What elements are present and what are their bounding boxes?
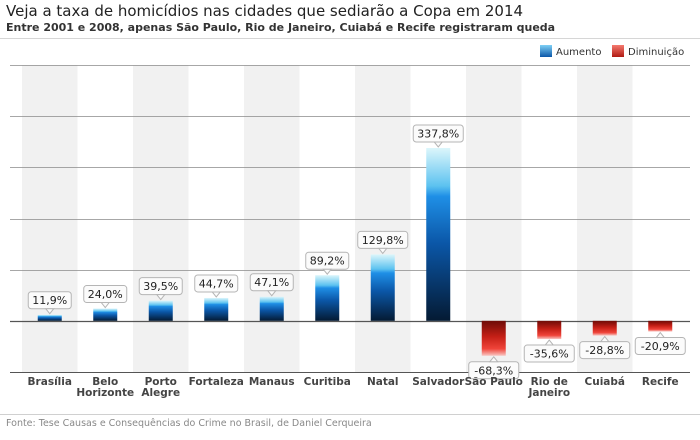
chart-subtitle: Entre 2001 e 2008, apenas São Paulo, Rio… <box>6 21 556 34</box>
value-label-text: 24,0% <box>88 288 123 301</box>
category-label: São Paulo <box>465 376 523 388</box>
bar-recife <box>648 320 673 332</box>
category-label: Fortaleza <box>189 376 244 388</box>
bar-rio-de-janeiro <box>537 320 562 340</box>
legend-label: Diminuição <box>628 47 684 58</box>
value-label-text: -68,3% <box>474 364 513 377</box>
column-band <box>22 65 78 372</box>
bar-porto-alegre <box>148 300 173 321</box>
value-label: 24,0% <box>83 285 128 309</box>
category-label: Rio de <box>531 376 568 388</box>
value-label-pointer <box>211 291 222 298</box>
value-label-text: 47,1% <box>254 276 289 289</box>
value-label-text: -20,9% <box>641 340 680 353</box>
value-label: -20,9% <box>634 331 686 356</box>
value-label-text: 129,8% <box>362 234 404 247</box>
bar-são-paulo <box>481 320 506 356</box>
value-label: 47,1% <box>249 273 294 297</box>
value-label-pointer <box>322 268 333 275</box>
value-label: -35,6% <box>523 339 575 363</box>
value-label-pointer <box>377 247 388 255</box>
value-label: -68,3% <box>468 355 520 380</box>
value-label-pointer <box>266 290 277 297</box>
footer-divider <box>0 414 700 415</box>
value-label-pointer <box>155 294 166 301</box>
bar-chart: 11,9% 24,0% 39,5% 44,7% 47,1% 89,2% 129,8% 337,… <box>0 38 700 399</box>
value-label-pointer <box>544 339 555 346</box>
value-label-pointer <box>433 141 444 148</box>
bar-salvador <box>426 147 451 321</box>
value-label-text: 39,5% <box>143 280 178 293</box>
value-label-pointer <box>100 302 111 309</box>
source-note: Fonte: Tese Causas e Consequências do Cr… <box>6 418 372 429</box>
category-label: Recife <box>642 376 679 388</box>
bar-cuiabá <box>592 320 617 336</box>
chart-title: Veja a taxa de homicídios nas cidades qu… <box>6 2 524 20</box>
category-label: Salvador <box>412 376 465 388</box>
category-label: Porto <box>145 376 177 388</box>
bar-brasília <box>37 314 62 321</box>
legend-swatch-diminuicao <box>612 45 624 57</box>
value-label: 89,2% <box>305 251 350 275</box>
value-label-pointer <box>599 335 610 343</box>
value-label: 39,5% <box>138 277 183 301</box>
value-label-text: -28,8% <box>585 344 624 357</box>
value-label-text: 337,8% <box>417 127 459 140</box>
column-band <box>133 65 189 372</box>
bar-natal <box>370 254 395 321</box>
legend-label: Aumento <box>556 47 601 58</box>
value-label: -28,8% <box>579 335 631 360</box>
bar-manaus <box>259 296 284 321</box>
category-label: Natal <box>367 376 399 388</box>
value-label-text: -35,6% <box>530 348 569 361</box>
value-label: 11,9% <box>27 291 72 315</box>
category-label: Horizonte <box>76 387 134 399</box>
category-label: Cuiabá <box>585 376 625 388</box>
bar-curitiba <box>315 275 340 321</box>
category-label: Janeiro <box>527 387 570 399</box>
legend-swatch-aumento <box>540 45 552 57</box>
value-label: 44,7% <box>194 274 239 298</box>
bar-fortaleza <box>204 297 229 321</box>
category-label: Brasília <box>28 376 72 388</box>
category-label: Alegre <box>141 387 180 399</box>
category-label: Manaus <box>249 376 295 388</box>
value-label-text: 11,9% <box>32 294 67 307</box>
value-label-text: 44,7% <box>199 277 234 290</box>
value-label-text: 89,2% <box>310 255 345 268</box>
column-band <box>355 65 411 372</box>
value-label: 337,8% <box>412 124 464 148</box>
value-label-pointer <box>44 308 55 315</box>
value-label: 129,8% <box>357 230 409 255</box>
column-band <box>244 65 300 372</box>
value-label-pointer <box>655 331 666 339</box>
bar-belo-horizonte <box>93 308 118 321</box>
category-label: Curitiba <box>304 376 351 388</box>
category-label: Belo <box>92 376 118 388</box>
value-label-pointer <box>488 355 499 363</box>
